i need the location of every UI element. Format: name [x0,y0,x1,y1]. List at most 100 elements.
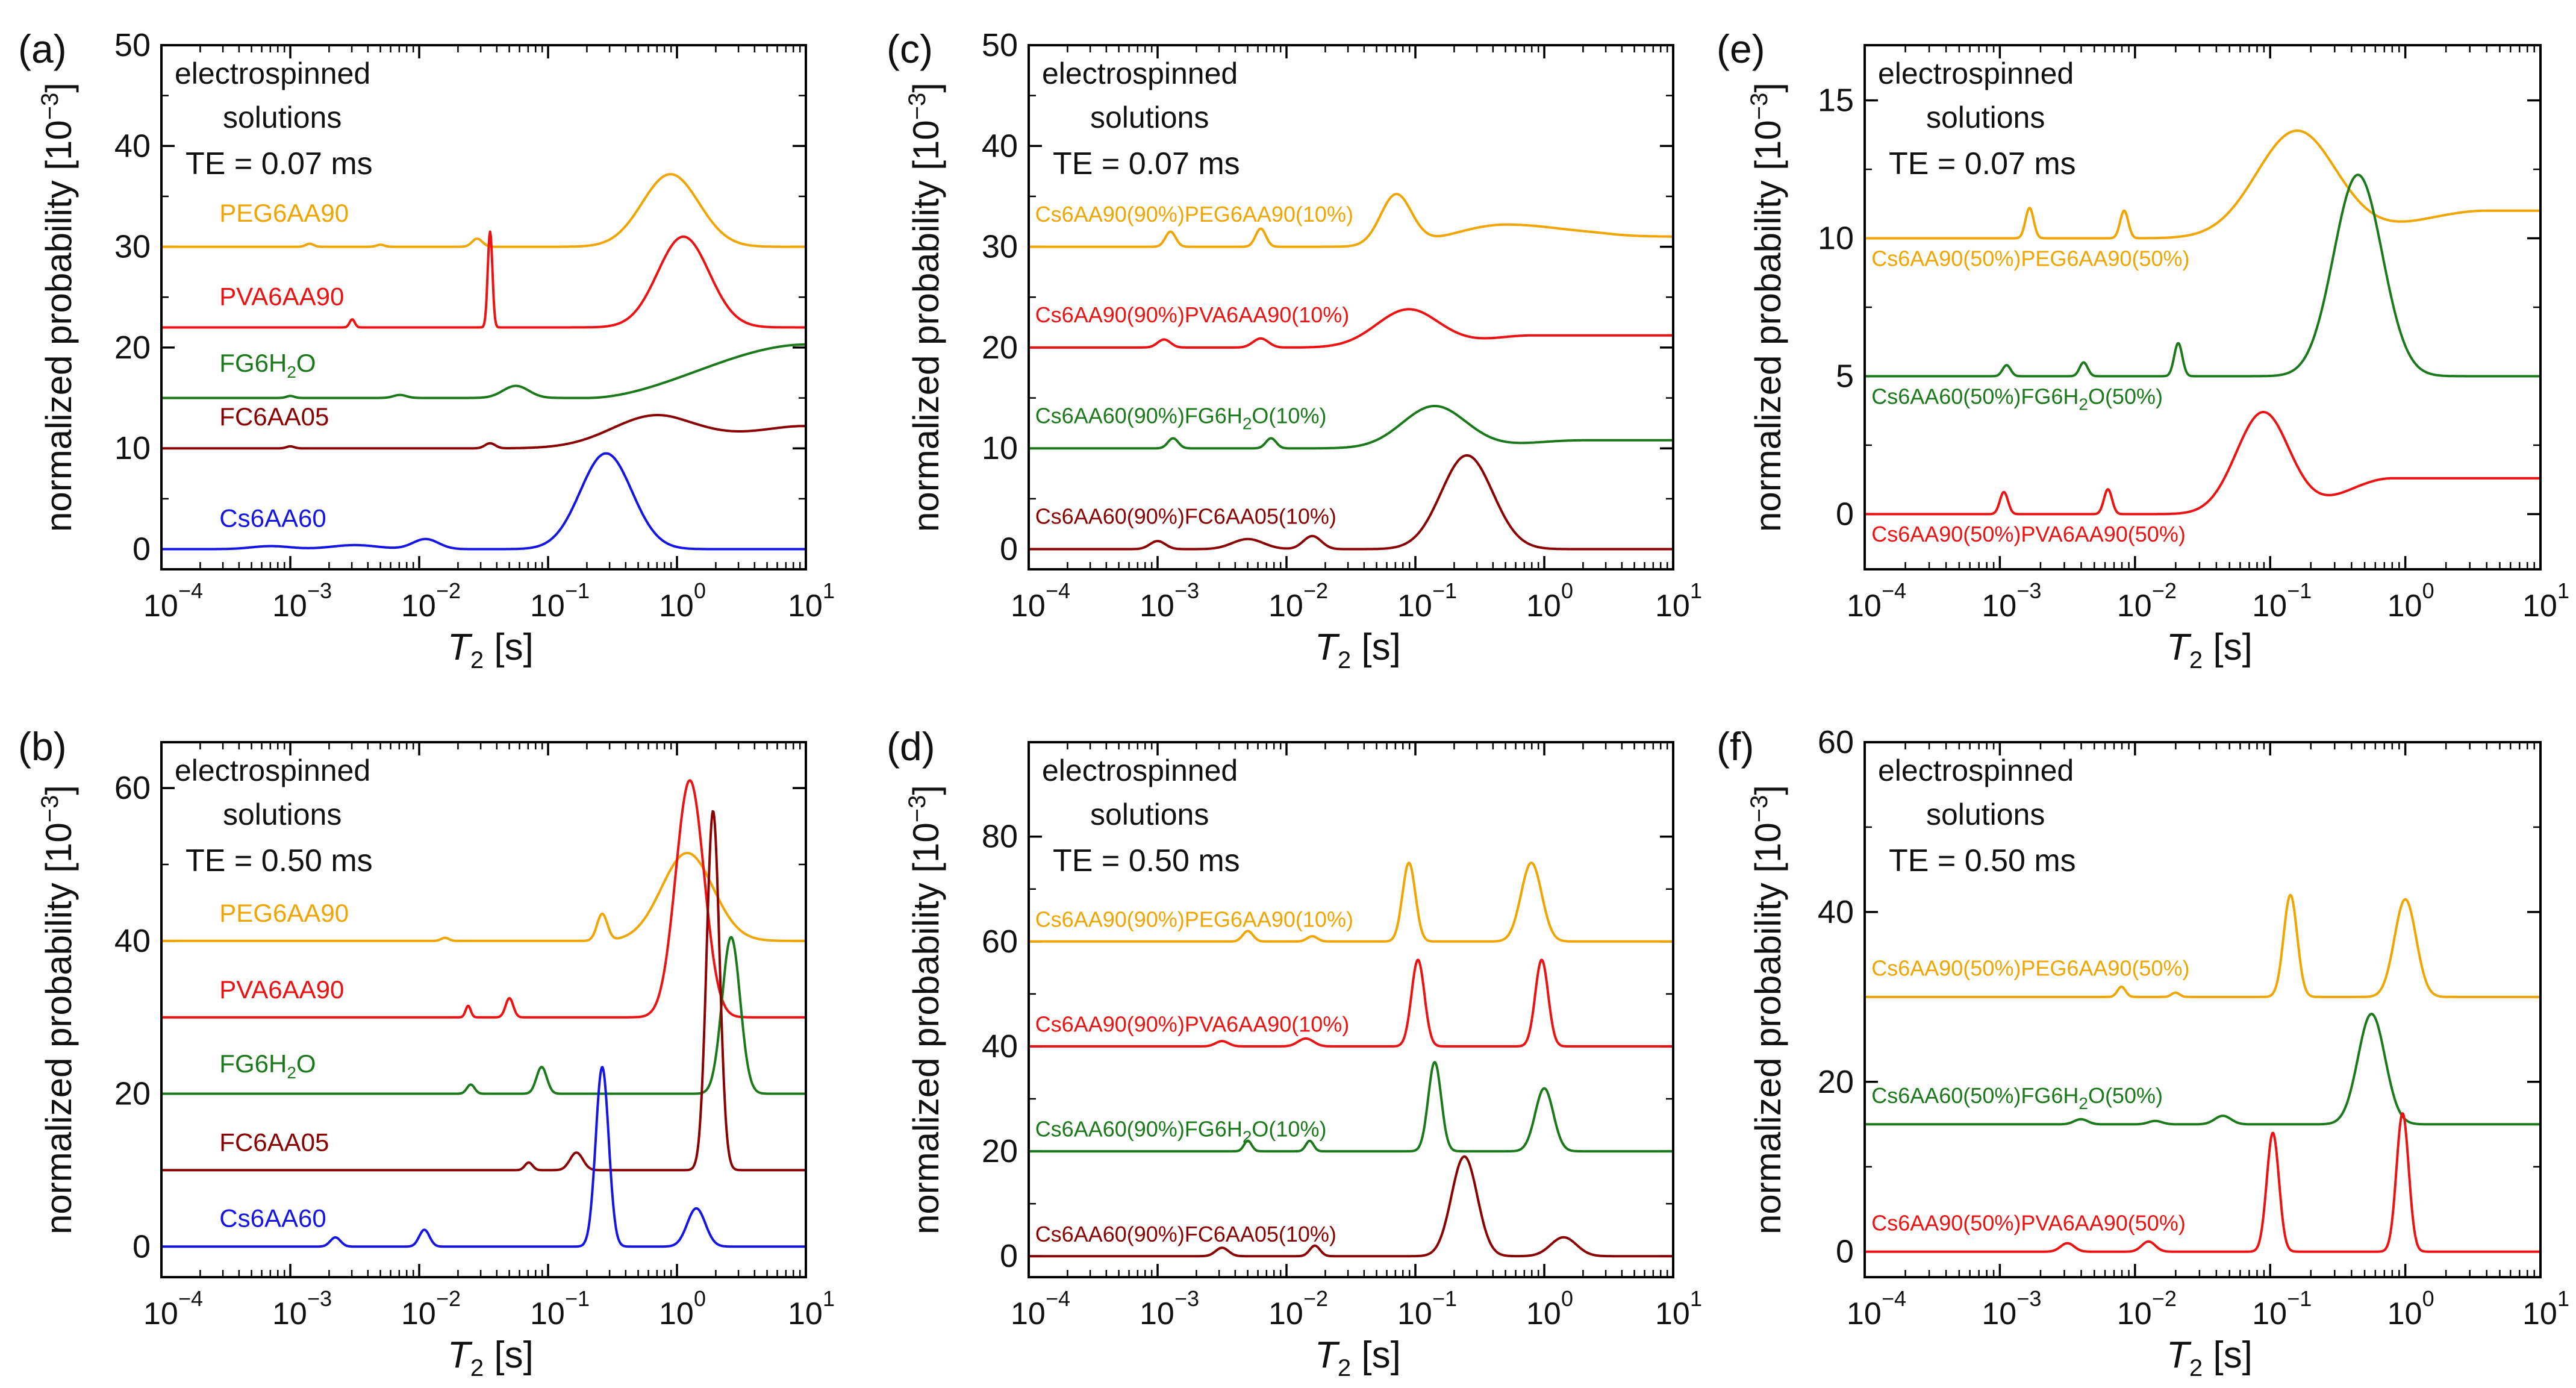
x-tick-exponent: 0 [694,1286,706,1311]
y-tick-label: 30 [114,229,151,265]
x-tick-exponent: −2 [436,1286,461,1311]
x-tick-label: 10 [1847,589,1882,624]
x-tick-exponent: −3 [1174,1286,1199,1311]
panel-label: (e) [1717,27,1765,71]
x-tick-exponent: −1 [1432,578,1457,603]
x-tick-label: 10 [1140,1296,1174,1331]
x-tick-label: 10 [401,1296,436,1331]
x-tick-label: 10 [1011,589,1046,624]
x-tick-exponent: −1 [565,578,590,603]
y-axis-label: normalized probability [10−3] [1746,83,1788,532]
panel-label: (a) [18,27,67,71]
annotation-line-2: solutions [1090,101,1209,134]
series-line [1030,308,1672,349]
series-label: Cs6AA90(50%)PEG6AA90(50%) [1871,956,2189,981]
x-tick-exponent: 0 [2422,1286,2434,1311]
series-line [1866,411,2539,516]
x-tick-exponent: 1 [823,1286,835,1311]
x-tick-label: 10 [1140,589,1174,624]
annotation-line-1: electrospinned [175,57,370,90]
x-tick-label: 10 [1011,1296,1046,1331]
y-tick-label: 10 [1818,220,1854,257]
series-line [1030,405,1672,450]
series-label: Cs6AA60 [219,1204,326,1232]
x-tick-exponent: −2 [1303,578,1328,603]
series-label: FC6AA05 [219,402,329,431]
series-label: FG6H2O [219,349,316,381]
x-tick-label: 10 [1526,1296,1561,1331]
x-tick-label: 10 [659,1296,694,1331]
y-axis-label: normalized probability [10−3] [904,785,946,1234]
annotation-line-1: electrospinned [175,754,370,787]
x-tick-exponent: −2 [2152,578,2177,603]
series-line [1866,893,2539,998]
series-line [163,852,805,942]
series-line [1866,1013,2539,1126]
te-label: TE = 0.50 ms [186,843,373,878]
x-tick-exponent: −1 [2287,1286,2312,1311]
series-label: PEG6AA90 [219,899,349,927]
x-tick-label: 10 [1397,589,1432,624]
x-tick-exponent: −4 [1046,1286,1070,1311]
te-label: TE = 0.50 ms [1889,843,2076,878]
x-tick-label: 10 [2387,1296,2422,1331]
series-line [163,230,805,329]
x-tick-exponent: −1 [1432,1286,1457,1311]
x-tick-exponent: −3 [307,578,332,603]
y-tick-label: 80 [982,819,1018,855]
x-tick-exponent: −1 [2287,578,2312,603]
x-tick-exponent: 0 [694,578,706,603]
x-tick-label: 10 [1268,589,1303,624]
x-tick-exponent: −4 [178,578,203,603]
series-label: Cs6AA60(50%)FG6H2O(50%) [1871,1083,2163,1113]
x-tick-label: 10 [530,1296,565,1331]
x-tick-label: 10 [1655,589,1690,624]
x-tick-label: 10 [530,589,565,624]
x-tick-label: 10 [1526,589,1561,624]
series-label: PVA6AA90 [219,283,344,311]
x-tick-exponent: −4 [1046,578,1070,603]
x-tick-exponent: −2 [2152,1286,2177,1311]
y-tick-label: 10 [114,430,151,466]
series-line [163,343,805,399]
x-tick-label: 10 [1982,1296,2016,1331]
series-label: Cs6AA90(90%)PEG6AA90(10%) [1035,202,1353,227]
x-tick-label: 10 [2252,589,2287,624]
series-line [1030,193,1672,248]
x-tick-label: 10 [2522,589,2557,624]
series-label: Cs6AA60(90%)FC6AA05(10%) [1035,504,1336,529]
x-tick-label: 10 [2117,589,2152,624]
x-tick-label: 10 [1982,589,2016,624]
series-label: Cs6AA90(50%)PEG6AA90(50%) [1871,246,2189,270]
y-tick-label: 15 [1818,83,1854,119]
series-label: PVA6AA90 [219,975,344,1004]
y-axis-label: normalized probability [10−3] [37,785,79,1234]
annotation-line-2: solutions [1926,101,2045,134]
te-label: TE = 0.50 ms [1053,843,1240,878]
panel-label: (c) [887,27,933,71]
x-tick-exponent: 0 [2422,578,2434,603]
plot-frame [160,44,807,571]
y-tick-label: 60 [1818,724,1854,760]
y-tick-label: 0 [1000,1238,1018,1274]
plot-frame [1028,44,1674,571]
series-line [163,1066,805,1248]
y-tick-label: 50 [114,27,151,63]
x-axis-label: T2 [s] [2166,627,2253,674]
x-tick-label: 10 [1397,1296,1432,1331]
x-tick-label: 10 [143,1296,178,1331]
plot-frame [1028,741,1674,1278]
x-axis-label: T2 [s] [448,1334,534,1381]
x-tick-exponent: −4 [1882,578,1906,603]
series-line [163,810,805,1172]
annotation-line-1: electrospinned [1042,57,1238,90]
te-label: TE = 0.07 ms [1889,146,2076,181]
annotation-line-1: electrospinned [1878,754,2074,787]
y-tick-label: 5 [1836,358,1854,394]
x-axis-label: T2 [s] [1315,627,1401,674]
series-line [163,452,805,551]
y-tick-label: 20 [982,330,1018,366]
